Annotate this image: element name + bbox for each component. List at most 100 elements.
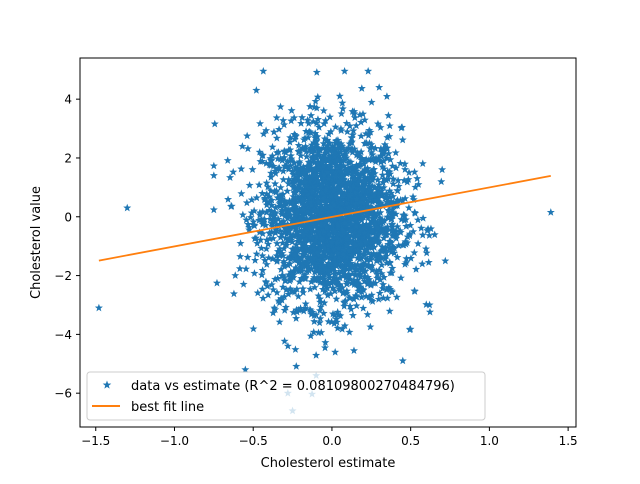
data-point [308, 187, 317, 196]
data-point [298, 241, 307, 249]
data-point [281, 234, 290, 242]
data-point [409, 227, 418, 236]
x-tick-label: 1.5 [559, 434, 578, 448]
data-point [317, 180, 326, 189]
data-point [347, 305, 356, 313]
data-point [369, 249, 378, 257]
data-point [258, 207, 267, 216]
data-point [350, 167, 359, 176]
data-point [258, 251, 267, 260]
data-point [267, 201, 276, 209]
data-point [339, 223, 348, 232]
data-point [281, 211, 290, 220]
x-tick-label: 0.5 [401, 434, 420, 448]
data-point [343, 271, 352, 280]
data-point [370, 183, 379, 191]
data-point [364, 131, 373, 139]
data-point [312, 178, 321, 187]
data-point [275, 199, 284, 208]
data-point [373, 175, 382, 184]
data-point [376, 144, 385, 153]
data-point [373, 224, 382, 232]
data-point [265, 229, 274, 237]
data-point [290, 158, 299, 167]
data-point [365, 182, 374, 190]
data-point [367, 98, 376, 106]
data-point [369, 278, 378, 287]
data-point [304, 190, 313, 199]
data-point [277, 194, 286, 203]
data-point [330, 145, 339, 153]
data-point [380, 140, 389, 149]
data-point [286, 210, 295, 219]
data-point [338, 220, 347, 229]
data-point [371, 234, 380, 242]
data-point [315, 123, 324, 131]
data-point [262, 189, 271, 198]
data-point [236, 252, 245, 260]
data-point [337, 179, 346, 187]
data-point [350, 280, 359, 289]
data-point [375, 197, 383, 206]
data-point [384, 213, 393, 222]
data-point [339, 191, 348, 200]
data-point [94, 303, 103, 312]
data-point [364, 155, 373, 164]
data-point [382, 258, 391, 267]
data-point [312, 140, 321, 149]
data-point [371, 144, 380, 152]
data-point [276, 233, 285, 241]
data-point [262, 159, 271, 167]
data-point [403, 238, 412, 247]
data-point [341, 296, 350, 305]
data-point [255, 228, 264, 236]
data-point [382, 92, 391, 100]
data-point [292, 227, 301, 236]
data-point [337, 141, 346, 150]
data-point [396, 228, 405, 236]
data-point [345, 328, 354, 336]
data-point [334, 221, 343, 230]
data-point [235, 264, 244, 273]
data-point [324, 174, 333, 183]
data-point [330, 269, 339, 278]
data-point [257, 270, 266, 279]
data-point [378, 284, 387, 292]
data-point [279, 244, 288, 253]
data-point [418, 259, 427, 268]
data-point [358, 285, 367, 293]
data-point [342, 279, 351, 288]
data-point [298, 195, 307, 204]
data-point [342, 199, 351, 207]
data-point [342, 289, 351, 297]
data-point [373, 256, 382, 265]
data-point [362, 211, 371, 220]
data-point [305, 232, 314, 241]
data-point [313, 185, 322, 194]
data-point [365, 139, 374, 147]
legend-entry-fit: best fit line [92, 400, 204, 415]
data-point [349, 163, 358, 172]
data-point [319, 309, 328, 317]
data-point [311, 129, 320, 137]
data-point [369, 218, 378, 227]
data-point [365, 126, 374, 134]
data-point [370, 219, 379, 228]
data-point [356, 190, 365, 198]
data-point [329, 186, 338, 195]
data-point [312, 119, 321, 127]
data-point [294, 292, 303, 300]
data-point [293, 205, 302, 214]
data-point [275, 298, 284, 307]
data-point [338, 325, 347, 333]
data-point [393, 199, 402, 207]
data-point [336, 163, 345, 172]
data-point [286, 133, 295, 142]
data-point [355, 255, 364, 263]
data-point [377, 223, 386, 232]
data-point [275, 125, 284, 133]
data-point [312, 232, 321, 241]
data-point [358, 208, 367, 217]
data-point [307, 111, 316, 119]
data-point [275, 163, 284, 172]
